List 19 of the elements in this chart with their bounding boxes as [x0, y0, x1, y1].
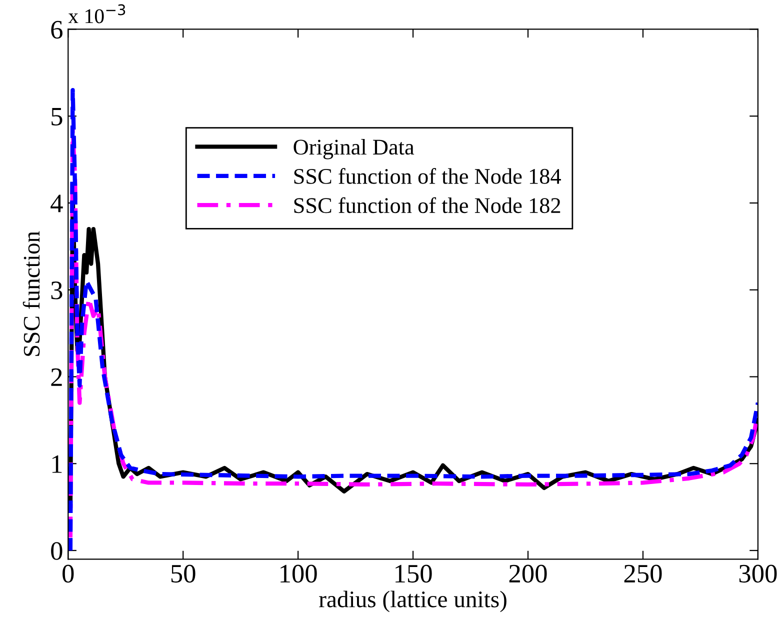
legend-label: SSC function of the Node 184: [294, 168, 561, 184]
y-tick-label: 3: [51, 282, 62, 300]
y-tick-label: 5: [52, 108, 62, 126]
x-tick-label: 250: [624, 564, 662, 583]
y-tick-label: 2: [51, 368, 62, 386]
text: x 10$^{−3}$: [68, 4, 126, 24]
legend-label: Original Data: [294, 139, 414, 160]
x-tick-label: 300: [739, 564, 777, 583]
x-tick-label: 100: [280, 564, 317, 583]
legend-label: SSC function of the Node 182: [294, 197, 560, 214]
y-tick-label: 1: [52, 455, 62, 473]
x-axis-title: radius (lattice units): [319, 590, 506, 612]
y-tick-label: 0: [51, 542, 62, 560]
y-axis-title: SSC function: [22, 231, 40, 356]
x-tick-label: 50: [171, 564, 196, 583]
x-tick-label: 200: [509, 564, 547, 583]
x-tick-label: 150: [396, 564, 432, 583]
y-tick-label: 6: [51, 20, 62, 39]
y-tick-label: 4: [50, 194, 63, 212]
